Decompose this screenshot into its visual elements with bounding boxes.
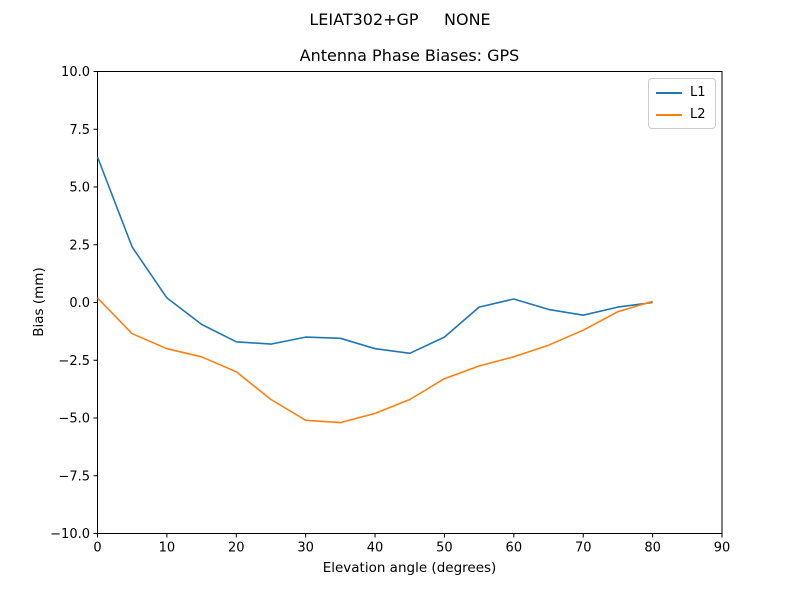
x-tick-label: 10 <box>159 541 176 556</box>
legend-item-l1: L1 <box>656 86 706 99</box>
legend-line-swatch-l1 <box>656 91 682 94</box>
legend-item-l2: L2 <box>656 108 706 121</box>
y-tick-label: 2.5 <box>69 238 90 253</box>
y-tick-label: 7.5 <box>69 123 90 138</box>
axes-frame <box>97 71 723 534</box>
y-tick-label: −5.0 <box>58 412 90 427</box>
series-line-l1 <box>96 156 653 355</box>
x-axis-label: Elevation angle (degrees) <box>322 560 497 576</box>
x-tick-label: 70 <box>575 541 592 556</box>
series-line-l2 <box>96 297 653 424</box>
figure-suptitle: LEIAT302+GP NONE <box>309 10 491 29</box>
y-tick-label: −7.5 <box>58 469 90 484</box>
y-tick-label: 0.0 <box>69 296 90 311</box>
y-tick-label: 5.0 <box>69 181 90 196</box>
legend: L1 L2 <box>648 78 716 129</box>
y-tick-label: −2.5 <box>58 354 90 369</box>
x-tick-label: 90 <box>714 541 731 556</box>
x-tick-label: 0 <box>93 541 101 556</box>
x-tick-label: 80 <box>644 541 661 556</box>
x-tick-label: 60 <box>506 541 523 556</box>
y-tick-label: 10.0 <box>61 65 90 80</box>
axes-title: Antenna Phase Biases: GPS <box>299 46 520 65</box>
legend-label-l1: L1 <box>690 85 706 100</box>
x-tick-label: 30 <box>297 541 314 556</box>
y-tick-label: −10.0 <box>50 527 90 542</box>
x-tick-label: 50 <box>436 541 453 556</box>
legend-line-swatch-l2 <box>656 113 682 116</box>
x-tick-label: 20 <box>228 541 245 556</box>
y-axis-label: Bias (mm) <box>31 267 47 337</box>
legend-label-l2: L2 <box>690 107 706 122</box>
x-tick-label: 40 <box>367 541 384 556</box>
